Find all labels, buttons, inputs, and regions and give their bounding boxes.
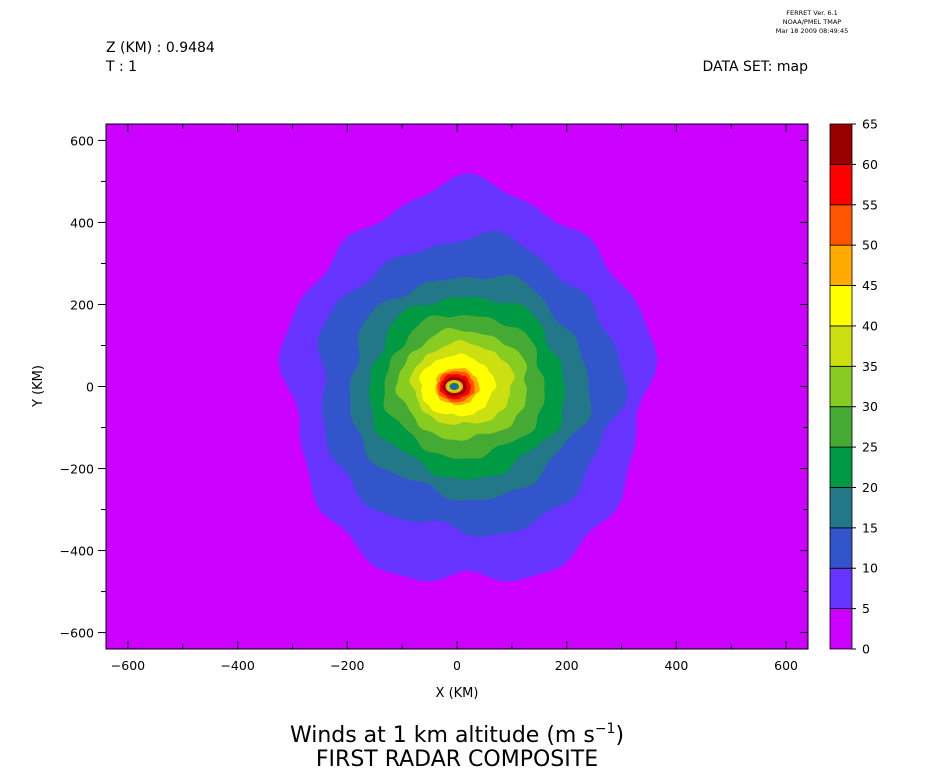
colorbar-band-15 <box>829 487 853 529</box>
colorbar-label: 35 <box>862 359 878 374</box>
plot-area: −600 −400 −200 0 200 400 600 600 400 200 0 −200 −40… <box>60 123 809 673</box>
y-tick-label: 0 <box>86 380 94 395</box>
colorbar-label: 45 <box>862 278 878 293</box>
header-program: FERRET Ver. 6.1 <box>786 9 838 17</box>
colorbar-label: 25 <box>862 440 878 455</box>
colorbar-label: 55 <box>862 197 878 212</box>
y-tick-label: −200 <box>60 462 94 477</box>
title-prefix: Winds at 1 km altitude (m s <box>290 723 595 748</box>
contour-fills <box>278 172 658 582</box>
colorbar-label: 30 <box>862 399 878 414</box>
colorbar-label: 20 <box>862 480 878 495</box>
colorbar-band-50 <box>829 204 853 246</box>
dataset-label: DATA SET: map <box>702 59 808 75</box>
colorbar-band-5 <box>829 567 853 610</box>
x-tick-label: 200 <box>555 658 579 673</box>
colorbar-label: 60 <box>862 157 878 172</box>
colorbar-band-35 <box>829 325 853 367</box>
colorbar-band-0 <box>829 608 853 650</box>
x-tick-label: −600 <box>111 658 145 673</box>
time-label: T : 1 <box>105 59 137 75</box>
colorbar-label: 40 <box>862 318 878 333</box>
colorbar-label: 50 <box>862 238 878 253</box>
z-level-label: Z (KM) : 0.9484 <box>106 40 215 56</box>
y-tick-label: −600 <box>60 626 94 641</box>
colorbar-label: 15 <box>862 520 878 535</box>
y-tick-label: 600 <box>70 133 94 148</box>
header-org: NOAA/PMEL TMAP <box>783 18 841 26</box>
title-exponent: −1 <box>595 721 616 737</box>
y-axis-title: Y (KM) <box>31 365 46 408</box>
colorbar-band-10 <box>829 527 853 569</box>
colorbar-band-25 <box>829 406 853 448</box>
chart-title-line1: Winds at 1 km altitude (m s−1) <box>290 721 624 748</box>
header-timestamp: Mar 18 2009 08:49:45 <box>776 27 848 35</box>
colorbar-label: 10 <box>862 561 878 576</box>
colorbar-band-45 <box>829 244 853 286</box>
colorbar-band-20 <box>829 446 853 488</box>
x-tick-label: −200 <box>330 658 364 673</box>
x-axis-ticks: −600 −400 −200 0 200 400 600 <box>111 124 798 673</box>
colorbar-label: 5 <box>862 601 870 616</box>
y-tick-label: 400 <box>70 215 94 230</box>
eye-ring-10 <box>450 384 458 389</box>
colorbar-band-55 <box>829 163 853 206</box>
chart-title-line2: FIRST RADAR COMPOSITE <box>316 747 598 772</box>
x-axis-title: X (KM) <box>436 686 479 701</box>
y-tick-label: −400 <box>60 544 94 559</box>
storm-eye <box>445 379 464 394</box>
x-tick-label: 400 <box>664 658 688 673</box>
colorbar-band-30 <box>829 365 853 408</box>
y-tick-label: 200 <box>70 297 94 312</box>
x-tick-label: 600 <box>774 658 798 673</box>
colorbar-label: 0 <box>862 642 870 657</box>
colorbar: 0 5 10 15 20 25 30 35 40 45 50 55 60 65 <box>829 117 878 657</box>
y-axis-ticks: 600 400 200 0 −200 −400 −600 <box>60 133 808 641</box>
colorbar-label: 65 <box>862 117 878 132</box>
x-tick-label: −400 <box>220 658 254 673</box>
title-suffix: ) <box>615 723 624 748</box>
x-tick-label: 0 <box>453 658 461 673</box>
colorbar-band-60 <box>829 123 853 165</box>
colorbar-band-40 <box>829 285 853 327</box>
